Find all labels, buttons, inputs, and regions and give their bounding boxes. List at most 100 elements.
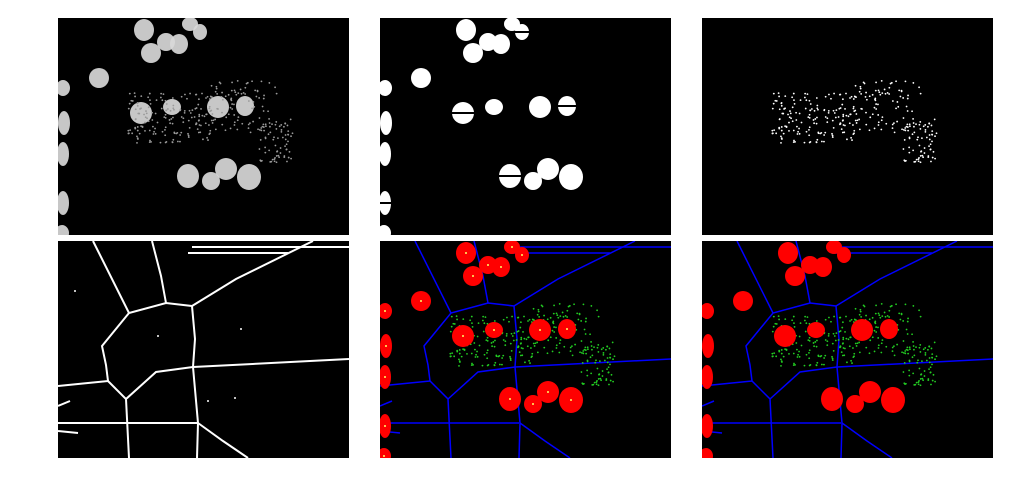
spot	[908, 137, 911, 140]
spot	[877, 121, 880, 124]
spot	[918, 309, 920, 312]
spot	[846, 138, 848, 141]
spot	[907, 352, 910, 355]
speckle	[188, 126, 191, 129]
spot	[908, 123, 911, 126]
spot	[885, 122, 888, 125]
spot	[517, 345, 520, 348]
spot	[780, 364, 782, 367]
spot	[520, 336, 523, 339]
spot	[842, 124, 845, 126]
spot	[837, 339, 840, 341]
spot	[778, 108, 781, 111]
spot	[486, 339, 489, 342]
spot	[584, 333, 587, 335]
spot	[552, 312, 555, 315]
spot	[877, 103, 879, 106]
spot	[855, 122, 858, 124]
spot	[877, 312, 880, 315]
speckle	[246, 81, 249, 84]
spot	[526, 345, 529, 348]
spot	[543, 314, 545, 317]
spot	[898, 89, 901, 92]
centroid	[384, 310, 386, 312]
nucleus	[778, 242, 798, 264]
spot	[896, 120, 899, 123]
spot	[844, 347, 846, 350]
speckle	[152, 125, 154, 128]
speckle	[280, 124, 283, 126]
speckle	[242, 91, 245, 94]
speckle	[198, 124, 201, 126]
speckle	[201, 114, 204, 117]
spot	[931, 379, 934, 382]
spot	[814, 341, 817, 343]
spot	[855, 345, 858, 347]
spot	[780, 126, 783, 128]
spot	[935, 355, 938, 358]
nucleus	[837, 247, 851, 263]
spot	[606, 361, 609, 364]
spot	[462, 318, 465, 321]
spot	[602, 347, 605, 349]
spot	[874, 322, 877, 325]
spot	[523, 315, 525, 318]
speckle	[180, 116, 183, 118]
spot	[906, 123, 909, 126]
spot	[808, 116, 811, 119]
spot	[871, 316, 874, 319]
spot	[890, 81, 893, 84]
spot	[510, 349, 513, 352]
spot	[494, 339, 496, 342]
spot	[601, 370, 604, 372]
spot	[453, 323, 456, 325]
nuclei-binary-mask-panel	[380, 18, 671, 235]
spot	[816, 339, 818, 342]
speckle	[153, 130, 155, 133]
spot	[528, 359, 530, 362]
spot	[877, 326, 879, 329]
speckle	[150, 140, 152, 143]
spot	[934, 135, 936, 138]
spot	[511, 335, 514, 337]
spot	[586, 346, 589, 349]
spot	[577, 318, 580, 321]
spot	[808, 339, 811, 342]
spot	[796, 348, 798, 351]
spot	[485, 339, 488, 341]
nucleus	[380, 448, 391, 458]
debris-dot	[240, 328, 242, 330]
spot	[509, 342, 512, 345]
spot	[877, 337, 880, 339]
spot	[813, 345, 816, 348]
spot	[847, 115, 850, 118]
spot	[491, 345, 494, 348]
spot	[902, 351, 905, 354]
spot	[884, 92, 887, 95]
speckle	[211, 113, 214, 115]
speckle	[208, 107, 211, 110]
spot	[797, 130, 799, 133]
spot	[844, 108, 846, 110]
spot	[850, 359, 852, 362]
spot	[586, 360, 589, 363]
cell-boundary	[380, 400, 393, 407]
spot	[815, 97, 818, 99]
spot	[840, 351, 843, 354]
spot	[858, 128, 861, 131]
spot	[589, 356, 592, 359]
speckle	[168, 119, 171, 121]
spot	[820, 363, 823, 366]
nucleus	[826, 241, 842, 254]
spot	[826, 344, 829, 347]
spot	[784, 348, 786, 350]
spot	[934, 157, 936, 160]
spot	[780, 129, 783, 132]
spot	[923, 147, 926, 149]
speckle	[182, 117, 185, 120]
spot	[593, 346, 595, 349]
spot	[848, 345, 851, 348]
spot	[778, 95, 780, 98]
spot	[877, 89, 880, 92]
spot	[920, 373, 923, 375]
